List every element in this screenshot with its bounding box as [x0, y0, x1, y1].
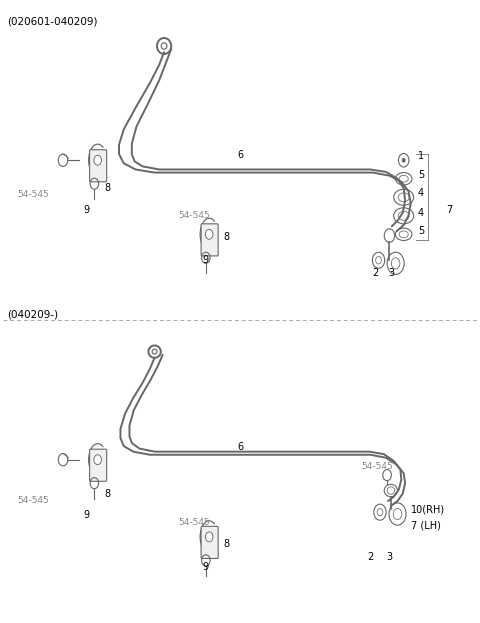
Text: 8: 8 [223, 232, 229, 242]
Text: (020601-040209): (020601-040209) [8, 16, 98, 26]
Text: 9: 9 [84, 510, 90, 520]
Text: 8: 8 [105, 488, 111, 499]
Text: 3: 3 [389, 268, 395, 278]
Text: 7: 7 [446, 205, 453, 215]
Text: 54-545: 54-545 [179, 211, 210, 220]
Text: 54-545: 54-545 [17, 190, 49, 199]
FancyBboxPatch shape [201, 224, 218, 256]
Text: 2: 2 [372, 268, 378, 278]
Text: 6: 6 [237, 442, 243, 452]
FancyBboxPatch shape [201, 526, 218, 558]
Text: 54-545: 54-545 [361, 462, 393, 471]
Text: 6: 6 [237, 150, 243, 160]
Circle shape [94, 155, 101, 165]
Text: 4: 4 [418, 188, 424, 198]
FancyBboxPatch shape [90, 150, 107, 182]
Text: 5: 5 [418, 169, 424, 179]
Text: (040209-): (040209-) [8, 310, 59, 320]
Text: 1: 1 [418, 151, 424, 161]
Text: 9: 9 [202, 561, 208, 571]
Text: 5: 5 [418, 226, 424, 236]
Text: 54-545: 54-545 [179, 518, 210, 526]
Text: 3: 3 [386, 552, 393, 562]
Text: 9: 9 [202, 255, 208, 265]
Circle shape [205, 532, 213, 542]
Text: 7 (LH): 7 (LH) [411, 521, 441, 531]
Text: 8: 8 [105, 183, 111, 193]
Circle shape [205, 229, 213, 239]
FancyBboxPatch shape [90, 449, 107, 482]
Circle shape [402, 158, 406, 163]
Text: 10(RH): 10(RH) [411, 504, 445, 514]
Text: 8: 8 [223, 540, 229, 549]
Text: 2: 2 [367, 552, 373, 562]
Text: 4: 4 [418, 208, 424, 218]
Text: 54-545: 54-545 [17, 496, 49, 505]
Text: 9: 9 [84, 205, 90, 215]
Circle shape [94, 455, 101, 465]
